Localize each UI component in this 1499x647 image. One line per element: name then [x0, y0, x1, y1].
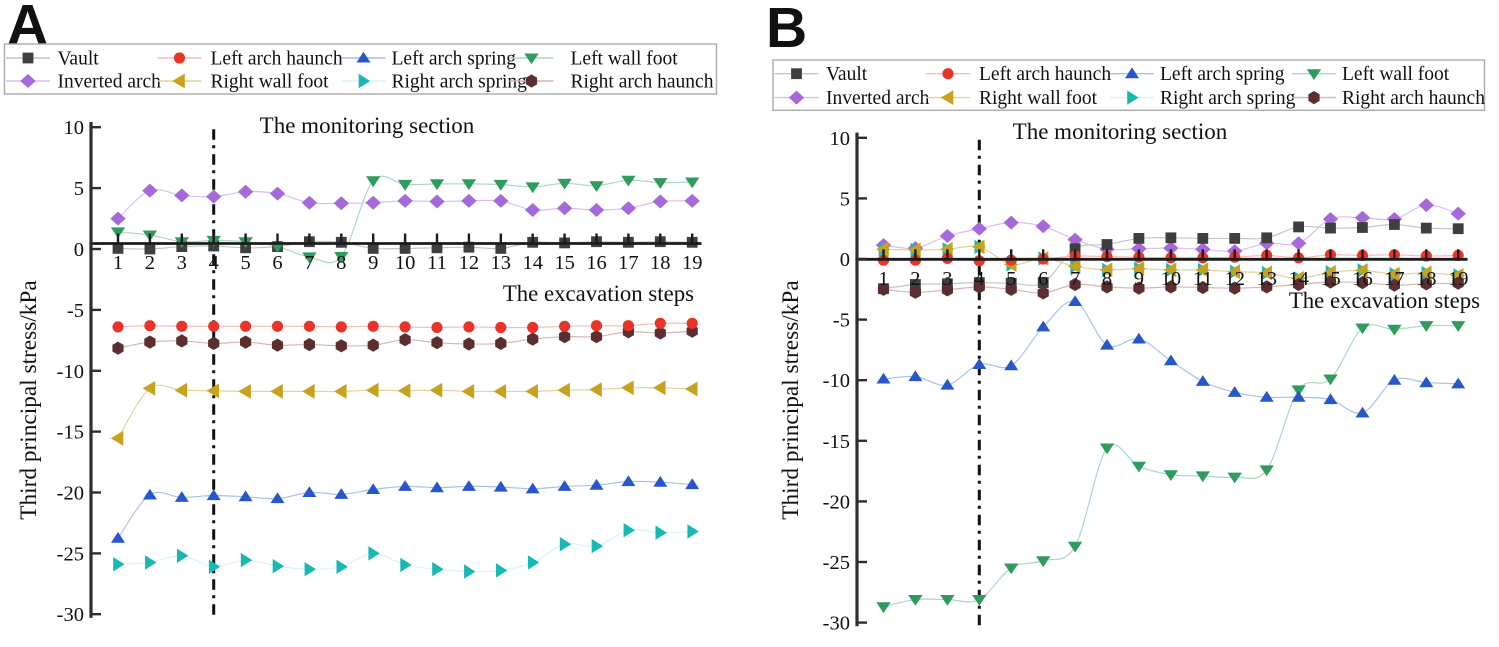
- svg-text:Left wall foot: Left wall foot: [1342, 64, 1450, 85]
- svg-text:1: 1: [113, 252, 123, 274]
- svg-text:13: 13: [491, 252, 512, 274]
- svg-text:Third principal stress/kPa: Third principal stress/kPa: [16, 280, 42, 520]
- svg-text:4: 4: [209, 252, 219, 274]
- svg-text:-25: -25: [823, 552, 850, 574]
- svg-text:The monitoring section: The monitoring section: [260, 113, 475, 138]
- svg-text:2: 2: [145, 252, 155, 274]
- svg-text:7: 7: [1070, 268, 1080, 290]
- svg-text:Right wall foot: Right wall foot: [979, 88, 1098, 109]
- svg-text:8: 8: [1102, 268, 1112, 290]
- svg-text:11: 11: [427, 252, 447, 274]
- svg-text:17: 17: [618, 252, 639, 274]
- svg-text:The monitoring section: The monitoring section: [1013, 119, 1228, 144]
- svg-text:5: 5: [840, 188, 850, 210]
- svg-text:12: 12: [459, 252, 480, 274]
- svg-text:-30: -30: [823, 613, 850, 635]
- svg-text:2: 2: [910, 268, 920, 290]
- svg-text:5: 5: [74, 178, 84, 200]
- svg-text:3: 3: [177, 252, 187, 274]
- svg-text:-10: -10: [57, 361, 84, 383]
- svg-text:Vault: Vault: [58, 49, 100, 70]
- svg-text:-15: -15: [57, 422, 84, 444]
- svg-text:14: 14: [1288, 268, 1309, 290]
- svg-text:10: 10: [64, 117, 85, 139]
- svg-text:19: 19: [1448, 268, 1469, 290]
- svg-text:-15: -15: [823, 431, 850, 453]
- svg-text:Inverted arch: Inverted arch: [58, 72, 162, 93]
- svg-text:10: 10: [395, 252, 416, 274]
- svg-text:17: 17: [1384, 268, 1405, 290]
- svg-text:1: 1: [878, 268, 888, 290]
- svg-text:18: 18: [650, 252, 671, 274]
- svg-text:Right arch haunch: Right arch haunch: [571, 72, 714, 93]
- svg-text:16: 16: [1352, 268, 1373, 290]
- svg-text:13: 13: [1256, 268, 1277, 290]
- svg-text:15: 15: [554, 252, 575, 274]
- svg-text:-10: -10: [823, 370, 850, 392]
- svg-text:16: 16: [586, 252, 607, 274]
- svg-text:14: 14: [522, 252, 543, 274]
- svg-text:Right arch haunch: Right arch haunch: [1342, 88, 1485, 109]
- svg-text:15: 15: [1320, 268, 1341, 290]
- svg-text:-5: -5: [67, 300, 84, 322]
- svg-text:8: 8: [336, 252, 346, 274]
- svg-text:-5: -5: [833, 310, 850, 332]
- svg-text:12: 12: [1224, 268, 1245, 290]
- svg-text:5: 5: [240, 252, 250, 274]
- svg-text:5: 5: [1006, 268, 1016, 290]
- svg-text:9: 9: [368, 252, 378, 274]
- svg-text:11: 11: [1193, 268, 1213, 290]
- svg-text:-25: -25: [57, 543, 84, 565]
- svg-text:0: 0: [74, 239, 84, 261]
- svg-text:Left wall foot: Left wall foot: [571, 49, 679, 70]
- svg-text:Inverted arch: Inverted arch: [826, 88, 930, 109]
- svg-text:B: B: [766, 0, 807, 60]
- svg-text:-20: -20: [57, 483, 84, 505]
- svg-text:6: 6: [1038, 268, 1048, 290]
- svg-text:19: 19: [682, 252, 703, 274]
- svg-text:Left arch spring: Left arch spring: [1160, 64, 1285, 85]
- svg-text:Left arch haunch: Left arch haunch: [979, 64, 1111, 85]
- svg-text:Vault: Vault: [826, 64, 868, 85]
- svg-text:Left arch spring: Left arch spring: [392, 49, 517, 70]
- svg-text:-30: -30: [57, 604, 84, 626]
- svg-text:Right wall foot: Right wall foot: [211, 72, 330, 93]
- svg-text:Third principal stress/kPa: Third principal stress/kPa: [778, 280, 804, 520]
- svg-text:3: 3: [942, 268, 952, 290]
- svg-text:-20: -20: [823, 491, 850, 513]
- svg-text:0: 0: [840, 249, 850, 271]
- svg-text:9: 9: [1134, 268, 1144, 290]
- svg-text:7: 7: [304, 252, 314, 274]
- svg-text:Right arch spring: Right arch spring: [392, 72, 528, 93]
- svg-text:4: 4: [974, 268, 984, 290]
- svg-text:The excavation steps: The excavation steps: [1289, 288, 1480, 313]
- svg-text:The excavation steps: The excavation steps: [503, 281, 694, 306]
- svg-text:6: 6: [272, 252, 282, 274]
- svg-text:Right arch spring: Right arch spring: [1160, 88, 1296, 109]
- svg-text:18: 18: [1416, 268, 1437, 290]
- svg-text:10: 10: [1161, 268, 1182, 290]
- svg-text:10: 10: [830, 128, 851, 150]
- svg-text:Left arch haunch: Left arch haunch: [211, 49, 343, 70]
